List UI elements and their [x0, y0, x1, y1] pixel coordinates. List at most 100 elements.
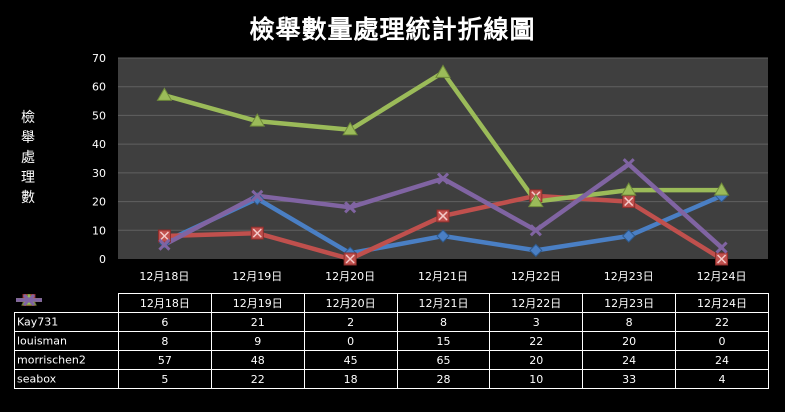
- x-marker: [251, 189, 264, 202]
- x-tick-label: 12月22日: [511, 270, 561, 283]
- data-point: [344, 201, 357, 214]
- legend-entry: morrischen2: [14, 293, 119, 370]
- table-header-cell: 12月18日: [118, 293, 212, 313]
- data-label: 6: [118, 312, 212, 332]
- data-point: [436, 209, 450, 223]
- data-point: [713, 182, 730, 196]
- cross-mark: [159, 231, 169, 241]
- y-tick-label: 40: [92, 138, 106, 151]
- data-label: 10: [489, 369, 584, 389]
- x-marker: [158, 238, 171, 251]
- data-point: [715, 252, 729, 266]
- diamond-marker: [436, 229, 450, 243]
- data-point: [343, 252, 357, 266]
- y-tick-label: 70: [92, 52, 106, 65]
- table-header-cell: 12月20日: [303, 293, 398, 313]
- x-marker: [344, 201, 357, 214]
- x-marker: [622, 158, 635, 171]
- legend-entry: seabox: [14, 293, 119, 389]
- triangle-marker: [713, 182, 730, 196]
- series-markers: [156, 64, 730, 266]
- data-label: 5: [118, 369, 212, 389]
- data-point: [250, 226, 264, 240]
- plot-area: [118, 58, 768, 259]
- x-marker: [436, 172, 450, 185]
- data-label: 18: [303, 369, 398, 389]
- table-row: louisman 8 9 0 15 22 20 0: [14, 293, 769, 351]
- table-row: Kay731 6 21 2 8 3 8 22: [14, 293, 769, 332]
- triangle-marker: [620, 182, 637, 196]
- data-point: [342, 121, 359, 136]
- data-label: 4: [675, 369, 769, 389]
- data-point: [435, 64, 451, 78]
- cross-mark: [438, 211, 448, 221]
- data-label: 24: [582, 350, 677, 370]
- y-tick-label: 30: [92, 167, 106, 180]
- x-marker: [529, 224, 542, 237]
- data-point: [622, 195, 636, 209]
- data-point: [436, 229, 450, 243]
- data-point: [436, 172, 450, 185]
- legend-series-name: Kay731: [17, 315, 59, 329]
- cross-mark: [717, 254, 727, 264]
- data-label: 3: [489, 312, 584, 332]
- data-point: [527, 193, 544, 208]
- data-label: 8: [118, 331, 212, 351]
- data-point: [715, 241, 728, 254]
- data-label: 20: [582, 331, 677, 351]
- y-tick-label: 20: [92, 196, 106, 209]
- diamond-marker: [250, 191, 264, 206]
- legend-series-name: seabox: [17, 372, 57, 386]
- data-label: 15: [396, 331, 491, 351]
- y-axis-label: 檢舉處理數: [21, 110, 35, 206]
- data-point: [529, 243, 543, 258]
- table-row: morrischen2 57 48 45 65 20 24 24: [14, 293, 769, 370]
- cross-mark: [624, 197, 634, 207]
- triangle-marker: [249, 113, 266, 127]
- table-header-cell: 12月22日: [489, 293, 584, 313]
- y-tick-labels: 0 10 20 30 40 50 60 70: [92, 52, 106, 266]
- data-label: 0: [303, 331, 398, 351]
- diamond-marker: [529, 243, 543, 258]
- table-header-cell: 12月24日: [675, 293, 769, 313]
- triangle-marker: [156, 87, 173, 101]
- data-label: 22: [210, 369, 305, 389]
- triangle-marker: [435, 64, 451, 78]
- x-tick-label: 12月19日: [232, 270, 282, 283]
- legend-series-name: louisman: [17, 334, 67, 348]
- table-header-cell: 12月21日: [396, 293, 491, 313]
- data-label: 0: [675, 331, 769, 351]
- x-tick-labels: 12月18日 12月19日 12月20日 12月21日 12月22日 12月23日 12月2…: [139, 270, 746, 283]
- data-label: 8: [582, 312, 677, 332]
- data-label: 8: [396, 312, 491, 332]
- data-point: [250, 191, 264, 206]
- x-tick-label: 12月20日: [325, 270, 375, 283]
- cross-mark: [252, 228, 262, 238]
- data-label: 48: [210, 350, 305, 370]
- legend-entry: Kay731: [14, 293, 119, 332]
- y-tick-label: 50: [92, 109, 106, 122]
- x-tick-label: 12月23日: [604, 270, 654, 283]
- data-label: 24: [675, 350, 769, 370]
- data-point: [251, 189, 264, 202]
- data-label: 22: [675, 312, 769, 332]
- table-header-cell: 12月19日: [210, 293, 305, 313]
- diamond-marker: [622, 229, 636, 243]
- x-tick-label: 12月21日: [418, 270, 468, 283]
- data-point: [620, 182, 637, 196]
- data-label: 28: [396, 369, 491, 389]
- data-point: [529, 224, 542, 237]
- data-label: 22: [489, 331, 584, 351]
- data-point: [622, 158, 635, 171]
- table-row: seabox 5 22 18 28 10 33 4: [14, 293, 769, 389]
- chart-title: 檢舉數量處理統計折線圖: [249, 15, 536, 44]
- data-label: 2: [303, 312, 398, 332]
- data-label: 33: [582, 369, 677, 389]
- table-header-row: 12月18日 12月19日 12月20日 12月21日 12月22日 12月23日 12月2…: [15, 293, 769, 313]
- triangle-marker: [527, 193, 544, 208]
- data-label: 21: [210, 312, 305, 332]
- data-label: 9: [210, 331, 305, 351]
- triangle-marker: [342, 121, 359, 136]
- x-tick-label: 12月24日: [697, 270, 747, 283]
- legend-entry: louisman: [14, 293, 119, 351]
